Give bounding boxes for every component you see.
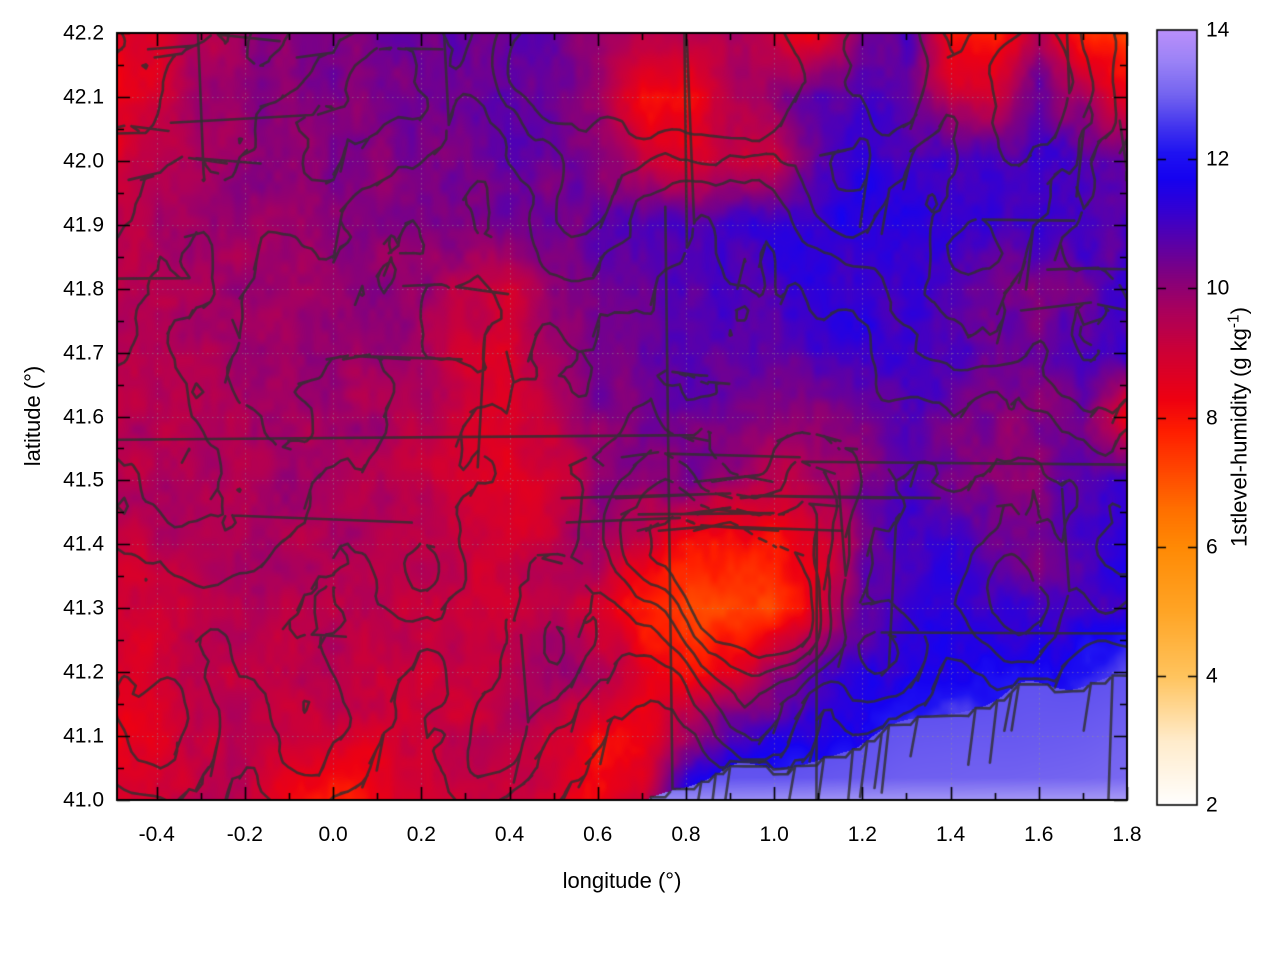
colorbar-tick-label: 10 — [1206, 276, 1230, 300]
y-tick-label: 41.7 — [63, 341, 104, 365]
y-tick-label: 42.2 — [63, 21, 104, 45]
x-tick-label: 1.6 — [1024, 823, 1054, 846]
y-tick-label: 41.4 — [63, 532, 104, 556]
colorbar-tick-label: 2 — [1206, 793, 1218, 817]
x-tick-label: 0.2 — [406, 823, 436, 846]
y-tick-label: 41.3 — [63, 596, 104, 620]
y-tick-label: 41.9 — [63, 213, 104, 237]
colorbar-tick-label: 4 — [1206, 664, 1218, 688]
y-axis-tick-labels: 41.0 41.1 41.2 41.3 41.4 41.5 41.6 41.7 41.8 41.9… — [0, 0, 104, 960]
y-tick-label: 41.0 — [63, 788, 104, 812]
colorbar-title: 1stlevel-humidity (g kg-1) — [1225, 307, 1252, 547]
x-tick-label: -0.4 — [138, 823, 175, 846]
y-tick-label: 41.1 — [63, 724, 104, 748]
x-tick-label: 1.4 — [935, 823, 966, 846]
y-tick-label: 42.0 — [63, 149, 104, 173]
x-tick-label: 0.8 — [671, 823, 701, 846]
y-tick-label: 41.8 — [63, 277, 104, 301]
colorbar-tick-label: 12 — [1206, 147, 1230, 171]
colorbar-title-superscript: -1 — [1225, 314, 1243, 329]
colorbar-tick-labels: 2 4 6 8 10 12 14 — [1206, 0, 1276, 960]
x-tick-label: 1.0 — [759, 823, 789, 846]
x-tick-label: -0.2 — [226, 823, 263, 846]
y-tick-label: 41.5 — [63, 468, 104, 492]
x-tick-label: 0.4 — [494, 823, 525, 846]
x-tick-label: 0.0 — [318, 823, 348, 846]
y-tick-label: 42.1 — [63, 85, 104, 109]
y-axis-title: latitude (°) — [20, 365, 45, 467]
y-tick-label: 41.2 — [63, 660, 104, 684]
colorbar-tick-label: 6 — [1206, 535, 1218, 559]
x-tick-label: 1.2 — [847, 823, 877, 846]
x-axis-title: longitude (°) — [562, 868, 682, 893]
colorbar-tick-label: 14 — [1206, 18, 1230, 42]
colorbar-tick-label: 8 — [1206, 406, 1218, 429]
x-tick-label: 1.8 — [1112, 823, 1142, 846]
x-tick-label: 0.6 — [583, 823, 613, 846]
y-tick-label: 41.6 — [63, 405, 104, 428]
colorbar-title-text: 1stlevel-humidity (g kg — [1226, 328, 1252, 547]
colorbar-title-close: ) — [1226, 307, 1252, 315]
